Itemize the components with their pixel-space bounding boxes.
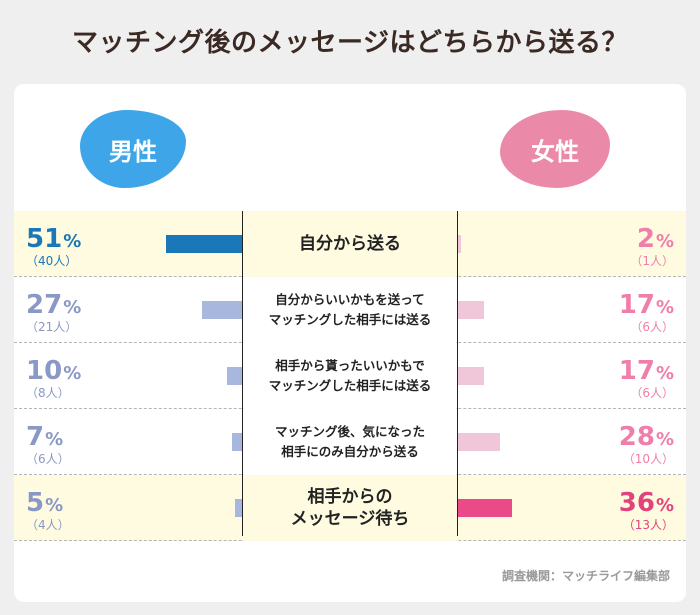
source-note: 調査機関：マッチライフ編集部 [501,569,670,583]
female-bar [458,301,484,319]
male-value-label: 51% [26,224,82,254]
male-bar [165,235,242,253]
male-count-label: （8人） [26,386,70,400]
female-bar [458,235,461,253]
male-bar [231,433,242,451]
page-title: マッチング後のメッセージはどちらから送る？ [72,28,628,58]
female-series-label: 女性 [531,137,579,166]
male-value-label: 10% [26,356,82,386]
category-label: マッチング後、気になった 相手にのみ自分から送る [244,409,456,475]
male-count-label: （21人） [26,320,78,334]
female-count-label: （6人） [630,386,674,400]
female-count-label: （10人） [622,452,674,466]
male-count-label: （6人） [26,452,70,466]
category-label: 自分から送る [244,211,456,277]
female-value-label: 17% [618,356,674,386]
female-count-label: （6人） [630,320,674,334]
female-count-label: （13人） [622,518,674,532]
female-value-label: 36% [618,488,674,518]
male-value-label: 5% [26,488,64,518]
female-legend-blob: 女性 [500,110,610,188]
female-bar [458,499,512,517]
male-series-label: 男性 [109,137,157,166]
female-value-label: 2% [636,224,674,254]
male-value-label: 27% [26,290,82,320]
male-count-label: （40人） [26,254,78,268]
female-count-label: （1人） [630,254,674,268]
male-count-label: （4人） [26,518,70,532]
female-value-label: 17% [618,290,674,320]
male-bar [227,367,242,385]
female-bar [458,367,484,385]
category-label: 相手から貰ったいいかもで マッチングした相手には送る [244,343,456,409]
female-bar [458,433,500,451]
category-label: 自分からいいかもを送って マッチングした相手には送る [244,277,456,343]
male-bar [234,499,242,517]
male-value-label: 7% [26,422,64,452]
category-label: 相手からの メッセージ待ち [244,475,456,541]
male-bar [201,301,242,319]
female-value-label: 28% [618,422,674,452]
